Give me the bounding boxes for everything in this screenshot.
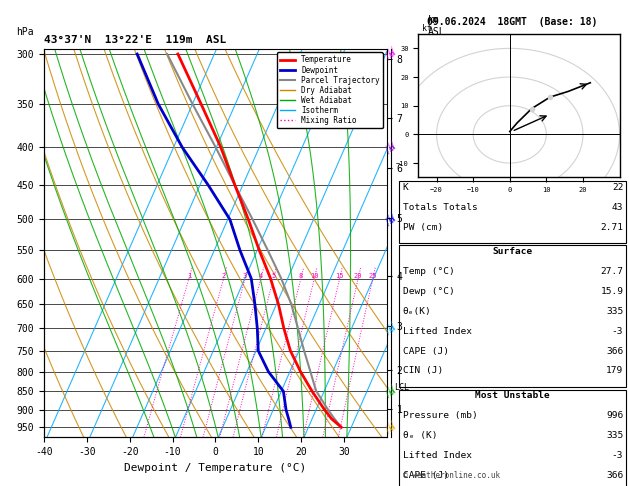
- Text: 5: 5: [271, 273, 276, 278]
- Text: Lifted Index: Lifted Index: [403, 451, 472, 460]
- Text: 335: 335: [606, 431, 623, 440]
- Text: K: K: [403, 183, 408, 192]
- Text: 366: 366: [606, 471, 623, 480]
- Text: PW (cm): PW (cm): [403, 223, 443, 232]
- Text: 366: 366: [606, 347, 623, 356]
- Text: ≡: ≡: [386, 323, 397, 334]
- Text: ≡: ≡: [386, 49, 397, 60]
- Text: Pressure (mb): Pressure (mb): [403, 411, 477, 420]
- Text: 10: 10: [310, 273, 318, 278]
- Text: 179: 179: [606, 366, 623, 376]
- Text: ╱╱╱: ╱╱╱: [384, 321, 399, 336]
- Text: ╱╱╱: ╱╱╱: [384, 140, 399, 155]
- Text: LCL: LCL: [394, 383, 409, 392]
- Text: km
ASL: km ASL: [428, 16, 445, 37]
- Text: © weatheronline.co.uk: © weatheronline.co.uk: [403, 471, 499, 480]
- Text: θₑ (K): θₑ (K): [403, 431, 437, 440]
- Text: 3: 3: [243, 273, 247, 278]
- Text: Temp (°C): Temp (°C): [403, 267, 454, 276]
- Text: Lifted Index: Lifted Index: [403, 327, 472, 336]
- Text: ≡: ≡: [386, 422, 397, 433]
- Text: ≡: ≡: [386, 386, 397, 397]
- Text: 1: 1: [187, 273, 191, 278]
- Text: 27.7: 27.7: [600, 267, 623, 276]
- Text: Totals Totals: Totals Totals: [403, 203, 477, 212]
- Text: 15.9: 15.9: [600, 287, 623, 296]
- Legend: Temperature, Dewpoint, Parcel Trajectory, Dry Adiabat, Wet Adiabat, Isotherm, Mi: Temperature, Dewpoint, Parcel Trajectory…: [277, 52, 383, 128]
- Text: θₑ(K): θₑ(K): [403, 307, 431, 316]
- Text: 20: 20: [354, 273, 362, 278]
- Text: 4: 4: [259, 273, 263, 278]
- X-axis label: Dewpoint / Temperature (°C): Dewpoint / Temperature (°C): [125, 463, 306, 473]
- Text: 15: 15: [335, 273, 344, 278]
- Text: Dewp (°C): Dewp (°C): [403, 287, 454, 296]
- Text: 09.06.2024  18GMT  (Base: 18): 09.06.2024 18GMT (Base: 18): [428, 17, 598, 27]
- Text: CAPE (J): CAPE (J): [403, 347, 448, 356]
- Text: ╱╱╱: ╱╱╱: [384, 47, 399, 61]
- Text: -3: -3: [612, 327, 623, 336]
- Text: ≡: ≡: [386, 214, 397, 225]
- Text: Most Unstable: Most Unstable: [476, 391, 550, 400]
- Text: ╱╱╱: ╱╱╱: [384, 212, 399, 227]
- Text: 2: 2: [221, 273, 226, 278]
- Text: 22: 22: [612, 183, 623, 192]
- Text: CAPE (J): CAPE (J): [403, 471, 448, 480]
- Text: CIN (J): CIN (J): [403, 366, 443, 376]
- Text: ╱╱╱: ╱╱╱: [384, 384, 399, 399]
- Text: kt: kt: [422, 24, 432, 33]
- Text: 8: 8: [299, 273, 303, 278]
- Text: 2.71: 2.71: [600, 223, 623, 232]
- Text: ╱╱╱: ╱╱╱: [384, 420, 399, 435]
- Text: hPa: hPa: [16, 27, 34, 37]
- Text: Surface: Surface: [493, 247, 533, 256]
- Text: 25: 25: [369, 273, 377, 278]
- Text: 43°37'N  13°22'E  119m  ASL: 43°37'N 13°22'E 119m ASL: [44, 35, 226, 45]
- Text: 996: 996: [606, 411, 623, 420]
- Text: 335: 335: [606, 307, 623, 316]
- Text: 43: 43: [612, 203, 623, 212]
- Text: -3: -3: [612, 451, 623, 460]
- Text: ≡: ≡: [386, 141, 397, 153]
